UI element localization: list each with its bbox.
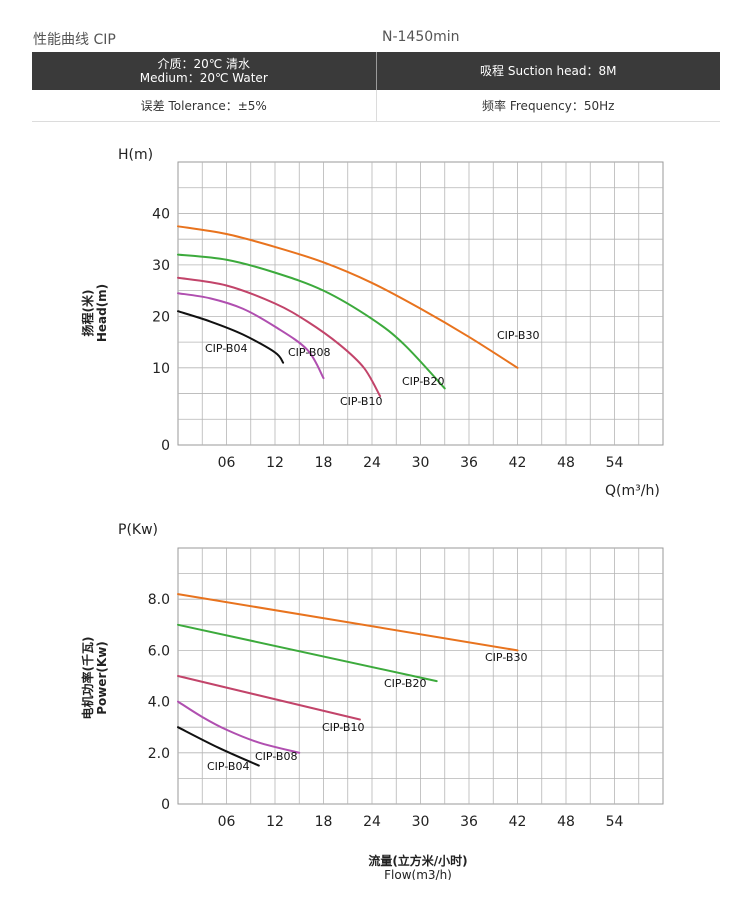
y-tick-label: 4.0 xyxy=(148,695,170,711)
x-axis-title-en: Flow(m3/h) xyxy=(384,868,452,880)
series-line-cip-b20 xyxy=(177,623,438,683)
x-tick-label: 24 xyxy=(363,814,381,830)
series-line-cip-b08 xyxy=(177,292,325,380)
x-axis-title: Q(m³/h) xyxy=(605,483,660,499)
x-axis-title-cn: 流量(立方米/小时) xyxy=(368,853,467,868)
series-label: CIP-B20 xyxy=(384,677,426,690)
series-line-cip-b20 xyxy=(177,253,446,390)
y-axis-side-label: 电机功率(千瓦)Power(Kw) xyxy=(80,637,109,720)
x-tick-label: 36 xyxy=(460,455,478,471)
series-line-cip-b08 xyxy=(177,700,301,754)
spec-table: 介质：20℃ 清水 Medium：20℃ Water 吸程 Suction he… xyxy=(32,52,720,122)
head-chart: 06 12 18 24 30 36 42 48 54 40 30 20 10 0 H(m) 扬程(米)Head… xyxy=(80,147,664,499)
series-label: CIP-B04 xyxy=(205,342,247,355)
suction-head: 吸程 Suction head：8M xyxy=(480,64,617,78)
x-tick-label: 24 xyxy=(363,455,381,471)
suction-cell: 吸程 Suction head：8M xyxy=(375,52,721,90)
x-tick-label: 12 xyxy=(266,814,284,830)
series-line-cip-b04 xyxy=(177,726,260,767)
x-tick-label: 48 xyxy=(557,455,575,471)
tolerance-cell: 误差 Tolerance：±5% xyxy=(140,99,267,113)
y-tick-label: 40 xyxy=(152,206,170,222)
x-tick-label: 12 xyxy=(266,455,284,471)
y-tick-label: 0 xyxy=(161,438,170,454)
series-label: CIP-B10 xyxy=(340,395,382,408)
x-tick-label: 42 xyxy=(509,455,527,471)
x-tick-label: 30 xyxy=(412,814,430,830)
series-line-cip-b04 xyxy=(177,310,285,364)
y-axis-title: H(m) xyxy=(118,147,153,163)
y-axis-side-label: 扬程(米)Head(m) xyxy=(80,284,109,342)
x-tick-label: 48 xyxy=(557,814,575,830)
x-tick-label: 42 xyxy=(509,814,527,830)
x-tick-label: 06 xyxy=(218,814,236,830)
y-tick-label: 0 xyxy=(161,797,170,813)
speed-label: N-1450min xyxy=(382,29,460,45)
y-tick-label: 20 xyxy=(152,309,170,325)
series-line-cip-b10 xyxy=(177,276,382,398)
y-tick-label: 8.0 xyxy=(148,592,170,608)
x-tick-label: 36 xyxy=(460,814,478,830)
series-line-cip-b30 xyxy=(177,593,519,652)
y-tick-label: 10 xyxy=(152,361,170,377)
page-title: 性能曲线 CIP xyxy=(33,32,116,48)
medium-cn: 介质：20℃ 清水 xyxy=(157,57,251,71)
x-tick-label: 06 xyxy=(218,455,236,471)
spec-data-row: 误差 Tolerance：±5% 频率 Frequency：50Hz xyxy=(32,90,720,122)
series-label: CIP-B30 xyxy=(497,329,539,342)
series-line-cip-b10 xyxy=(177,675,361,721)
medium-cell: 介质：20℃ 清水 Medium：20℃ Water xyxy=(32,52,376,90)
spec-header-row: 介质：20℃ 清水 Medium：20℃ Water 吸程 Suction he… xyxy=(32,52,720,90)
x-tick-label: 30 xyxy=(412,455,430,471)
series-label: CIP-B08 xyxy=(288,346,330,359)
series-label: CIP-B08 xyxy=(255,750,297,763)
y-tick-label: 2.0 xyxy=(148,746,170,762)
x-tick-label: 54 xyxy=(606,814,624,830)
y-axis-title: P(Kw) xyxy=(118,522,158,538)
series-label: CIP-B30 xyxy=(485,651,527,664)
y-tick-label: 6.0 xyxy=(148,643,170,659)
x-tick-label: 18 xyxy=(315,455,333,471)
y-tick-label: 30 xyxy=(152,258,170,274)
series-line-cip-b30 xyxy=(177,225,519,369)
medium-en: Medium：20℃ Water xyxy=(139,71,268,85)
x-tick-label: 18 xyxy=(315,814,333,830)
x-tick-label: 54 xyxy=(606,455,624,471)
frequency-cell: 频率 Frequency：50Hz xyxy=(375,90,721,121)
series-label: CIP-B20 xyxy=(402,375,444,388)
series-label: CIP-B10 xyxy=(322,721,364,734)
series-label: CIP-B04 xyxy=(207,760,249,773)
power-chart: 06 12 18 24 30 36 42 48 54 8.0 6.0 4.0 2.0 0 P(Kw) 电机功率… xyxy=(80,522,664,880)
